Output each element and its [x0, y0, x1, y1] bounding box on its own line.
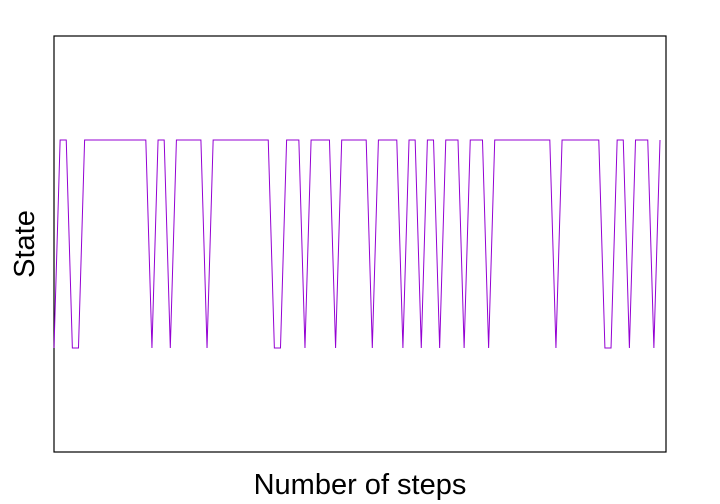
plot-frame	[53, 35, 667, 453]
y-axis-label: State	[9, 210, 41, 278]
x-axis-label: Number of steps	[254, 469, 467, 501]
state-series-line	[53, 139, 661, 349]
